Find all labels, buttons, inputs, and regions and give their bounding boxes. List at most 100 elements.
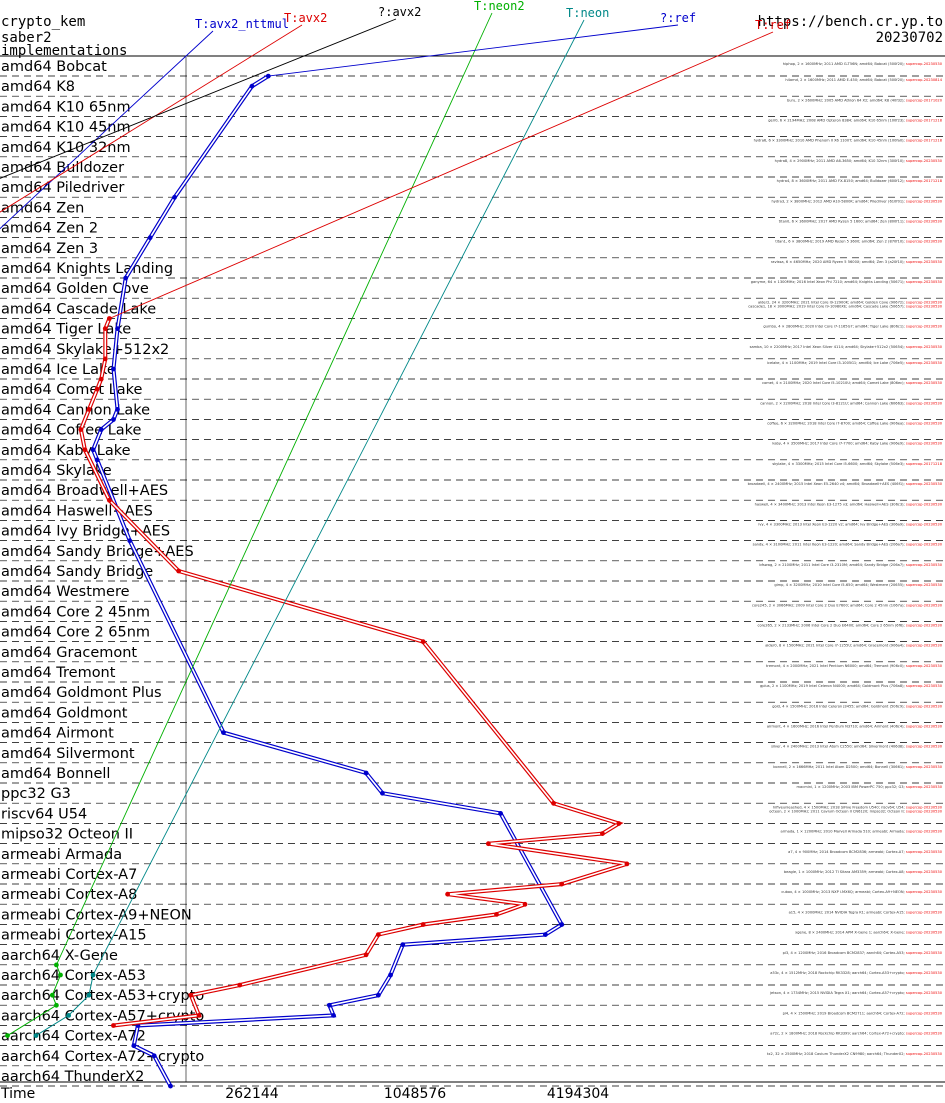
data-point xyxy=(543,932,548,937)
category-label: amd64 K10 45nm xyxy=(1,120,131,136)
label-leader xyxy=(0,24,303,213)
machine-detail: titan1, 6 × 3800MHz; 2019 AMD Ryzen 5 36… xyxy=(775,240,942,244)
data-point xyxy=(115,407,120,412)
x-tick-label: 262144 xyxy=(225,1086,279,1102)
data-point xyxy=(237,982,243,988)
label-leader xyxy=(92,19,585,976)
category-label: amd64 Airmont xyxy=(1,726,114,742)
data-point xyxy=(106,497,112,503)
machine-detail: alder2, 24 × 3200MHz; 2021 Intel Core i9… xyxy=(758,300,943,304)
machine-detail: ivy, 4 × 3300MHz; 2013 Intel Xeon E3-122… xyxy=(758,523,942,527)
data-point xyxy=(115,326,120,331)
machine-detail: haswell, 4 × 3400MHz; 2013 Intel Xeon E3… xyxy=(755,502,943,506)
machine-detail: alder0, 8 × 1500MHz; 2021 Intel Core i7-… xyxy=(765,644,942,648)
data-point xyxy=(123,275,129,281)
data-point xyxy=(498,811,503,816)
machine-detail: pi3, 4 × 1200MHz; 2016 Broadcom BCM2837;… xyxy=(783,951,943,955)
series-line xyxy=(35,974,94,1037)
machine-detail: cubox, 4 × 1000MHz; 2013 NXP i.MX6Q; arm… xyxy=(781,890,942,894)
machine-detail: macmini, 1 × 1200MHz; 2003 IBM PowerPC 7… xyxy=(797,785,943,789)
data-point xyxy=(420,922,426,927)
x-tick-label: 4194304 xyxy=(547,1086,609,1102)
category-label: amd64 Knights Landing xyxy=(1,261,173,277)
data-point xyxy=(380,790,385,796)
category-label: amd64 Bobcat xyxy=(1,59,107,75)
machine-detail: beagle, 1 × 1000MHz; 2012 TI Sitara AM33… xyxy=(784,870,943,874)
series-layer xyxy=(5,73,630,1089)
data-point xyxy=(172,194,177,200)
data-point xyxy=(5,1033,10,1038)
machine-detail: gumbo, 4 × 2800MHz; 2020 Intel Core i7-1… xyxy=(763,325,942,329)
data-point xyxy=(54,1002,59,1008)
machine-detail: h4amd, 2 × 1600MHz; 2011 AMD E-450; amd6… xyxy=(785,78,942,82)
data-point xyxy=(102,356,108,362)
category-label: amd64 Sandy Bridge xyxy=(1,564,153,580)
data-point xyxy=(94,457,100,463)
data-point xyxy=(485,841,491,847)
series-label: T:avx2 xyxy=(284,11,327,25)
machine-detail: comet, 4 × 2100MHz; 2020 Intel Core i5-1… xyxy=(762,381,943,385)
machine-detail: core265, 2 × 2133MHz; 2006 Intel Core 2 … xyxy=(757,624,942,628)
machine-detail: gimp, 4 × 3200MHz; 2010 Intel Core i5-65… xyxy=(774,583,942,587)
data-point xyxy=(400,942,406,948)
machine-detail: coffee, 6 × 3200MHz; 2018 Intel Core i7-… xyxy=(767,422,942,426)
machine-detail: a53c, 4 × 1512MHz; 2018 Rockchip RK3328;… xyxy=(770,971,942,975)
category-label: amd64 Tiger Lake xyxy=(1,322,131,338)
data-point xyxy=(188,992,194,998)
category-label: amd64 Core 2 65nm xyxy=(1,625,150,641)
series--ref xyxy=(90,73,565,1089)
machine-detail: broadwell, 4 × 2400MHz; 2015 Intel Xeon … xyxy=(748,482,943,486)
data-point xyxy=(551,800,556,806)
data-point xyxy=(624,861,630,867)
data-point xyxy=(94,386,100,392)
data-point xyxy=(147,235,153,241)
machine-detail: bfswag, 2 × 2100MHz; 2011 Intel Core i3-… xyxy=(759,563,942,567)
label-leader xyxy=(0,18,397,179)
machine-detail: core245, 2 × 3066MHz; 2009 Intel Core 2 … xyxy=(752,603,943,607)
data-point xyxy=(249,83,255,89)
data-point xyxy=(98,427,104,432)
data-point xyxy=(559,881,565,887)
machine-detail: cascade1, 18 × 3000MHz; 2019 Intel Core … xyxy=(748,304,943,308)
machine-detail: titan0, 6 × 3600MHz; 2017 AMD Ryzen 5 16… xyxy=(779,220,943,224)
x-axis: Time 262144 1048576 4194304 xyxy=(0,1086,609,1102)
machine-detail: airmont, 4 × 1600MHz; 2016 Intel Pentium… xyxy=(767,725,943,729)
category-label: aarch64 Cortex-A72+crypto xyxy=(1,1049,204,1065)
x-axis-label: Time xyxy=(0,1086,35,1102)
data-point xyxy=(176,568,182,574)
header-primitive-name: saber2 xyxy=(1,30,52,46)
label-leader xyxy=(55,12,493,966)
machine-detail: armada, 1 × 1200MHz; 2010 Marvell Armada… xyxy=(781,830,943,834)
data-point xyxy=(82,447,88,453)
data-point xyxy=(90,447,96,453)
category-label: aarch64 Cortex-A53 xyxy=(1,968,146,984)
data-point xyxy=(66,1013,72,1018)
machine-detail: geir0, 6 × 2194MHz; 2008 AMD Opteron 838… xyxy=(768,119,942,123)
series-label: T:ref xyxy=(755,18,791,32)
series-label: T:neon2 xyxy=(474,0,525,13)
machine-detail: icelake, 4 × 1100MHz; 2019 Intel Core i3… xyxy=(767,361,943,365)
machine-detail: samba, 10 × 2200MHz; 2017 Intel Xeon Sil… xyxy=(750,345,943,349)
category-label: mipso32 Octeon II xyxy=(1,827,133,843)
category-label: amd64 Coffee Lake xyxy=(1,423,142,439)
category-label: amd64 Broadwell+AES xyxy=(1,483,168,499)
series-label: ?:ref xyxy=(660,11,696,25)
category-label: amd64 Tremont xyxy=(1,665,116,681)
category-label: riscv64 U54 xyxy=(1,806,87,822)
category-label: amd64 K8 xyxy=(1,79,75,95)
series-t-ref xyxy=(78,316,630,1028)
category-label: amd64 Core 2 45nm xyxy=(1,604,150,620)
machine-detail: xgene, 8 × 2400MHz; 2014 APM X-Gene 1; a… xyxy=(795,931,943,935)
category-label: amd64 Zen 3 xyxy=(1,241,98,257)
machine-detail: hydra3, 2 × 3800MHz; 2012 AMD A10-5800K;… xyxy=(771,199,942,203)
category-rows: amd64 Bobcat amd64 K8 amd64 K10 65nm amd64 … xyxy=(0,57,945,1087)
header-site: https://bench.cr.yp.to xyxy=(758,14,943,30)
machine-detail: a7, 4 × 900MHz; 2014 Broadcom BCM2836; a… xyxy=(788,850,943,854)
category-label: amd64 Goldmont Plus xyxy=(1,685,162,701)
machine-detail: ravissa, 6 × 4650MHz; 2020 AMD Ryzen 5 5… xyxy=(771,260,943,264)
header-date: 20230702 xyxy=(876,30,943,46)
category-label: amd64 Sandy Bridge+AES xyxy=(1,544,194,560)
header: crypto_kem saber2 implementations https:… xyxy=(1,14,943,59)
category-label: armeabi Cortex-A9+NEON xyxy=(1,907,192,923)
